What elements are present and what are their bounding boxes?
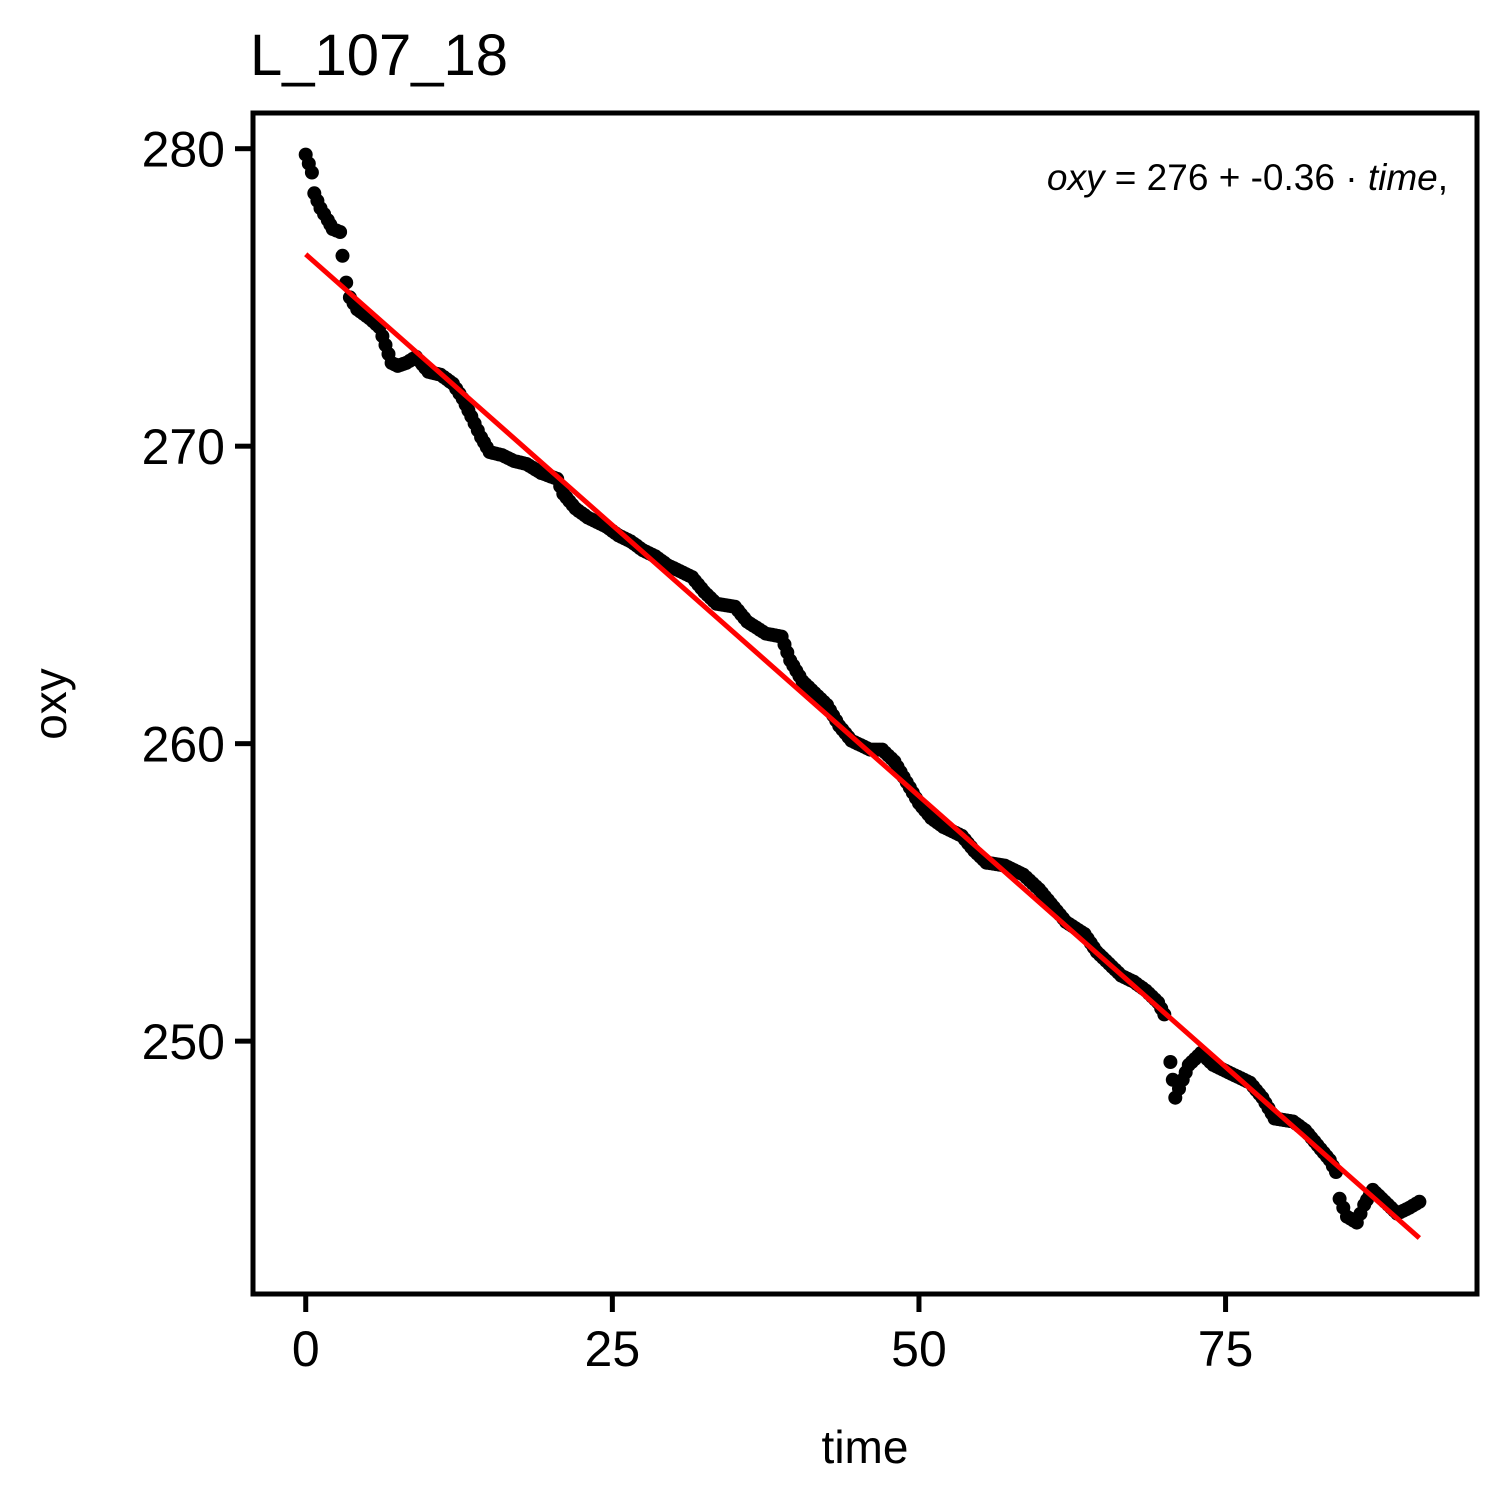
data-points <box>298 147 1427 1230</box>
eq-equals: = <box>1115 157 1137 198</box>
y-axis-title: oxy <box>24 668 76 740</box>
chart-title: L_107_18 <box>250 23 508 88</box>
x-axis-title: time <box>822 1421 909 1473</box>
y-tick-label: 280 <box>142 122 225 178</box>
regression-line <box>304 252 1422 1240</box>
x-tick-label: 0 <box>292 1321 320 1377</box>
regression-equation: oxy = 276 + -0.36 · time, <box>1047 157 1448 198</box>
x-tick-label: 50 <box>891 1321 947 1377</box>
x-tick-label: 75 <box>1198 1321 1254 1377</box>
eq-var: time <box>1368 157 1438 198</box>
data-point <box>304 165 319 180</box>
x-tick-label: 25 <box>585 1321 641 1377</box>
eq-plus: + <box>1219 157 1241 198</box>
data-point <box>1412 1194 1427 1209</box>
y-tick-label: 260 <box>142 717 225 773</box>
y-tick-label: 250 <box>142 1014 225 1070</box>
data-point <box>1163 1055 1178 1069</box>
eq-lhs: oxy <box>1047 157 1107 198</box>
y-tick-label: 270 <box>142 419 225 475</box>
eq-intercept: 276 <box>1147 157 1209 198</box>
plot-panel-border <box>250 110 1480 1297</box>
eq-comma: , <box>1438 157 1448 198</box>
data-point <box>335 248 350 263</box>
data-point <box>333 225 348 239</box>
eq-dot: · <box>1345 157 1357 198</box>
x-axis: 0 25 50 75 <box>292 1296 1254 1377</box>
eq-slope: -0.36 <box>1251 157 1335 198</box>
y-axis: 250 260 270 280 <box>142 122 251 1070</box>
